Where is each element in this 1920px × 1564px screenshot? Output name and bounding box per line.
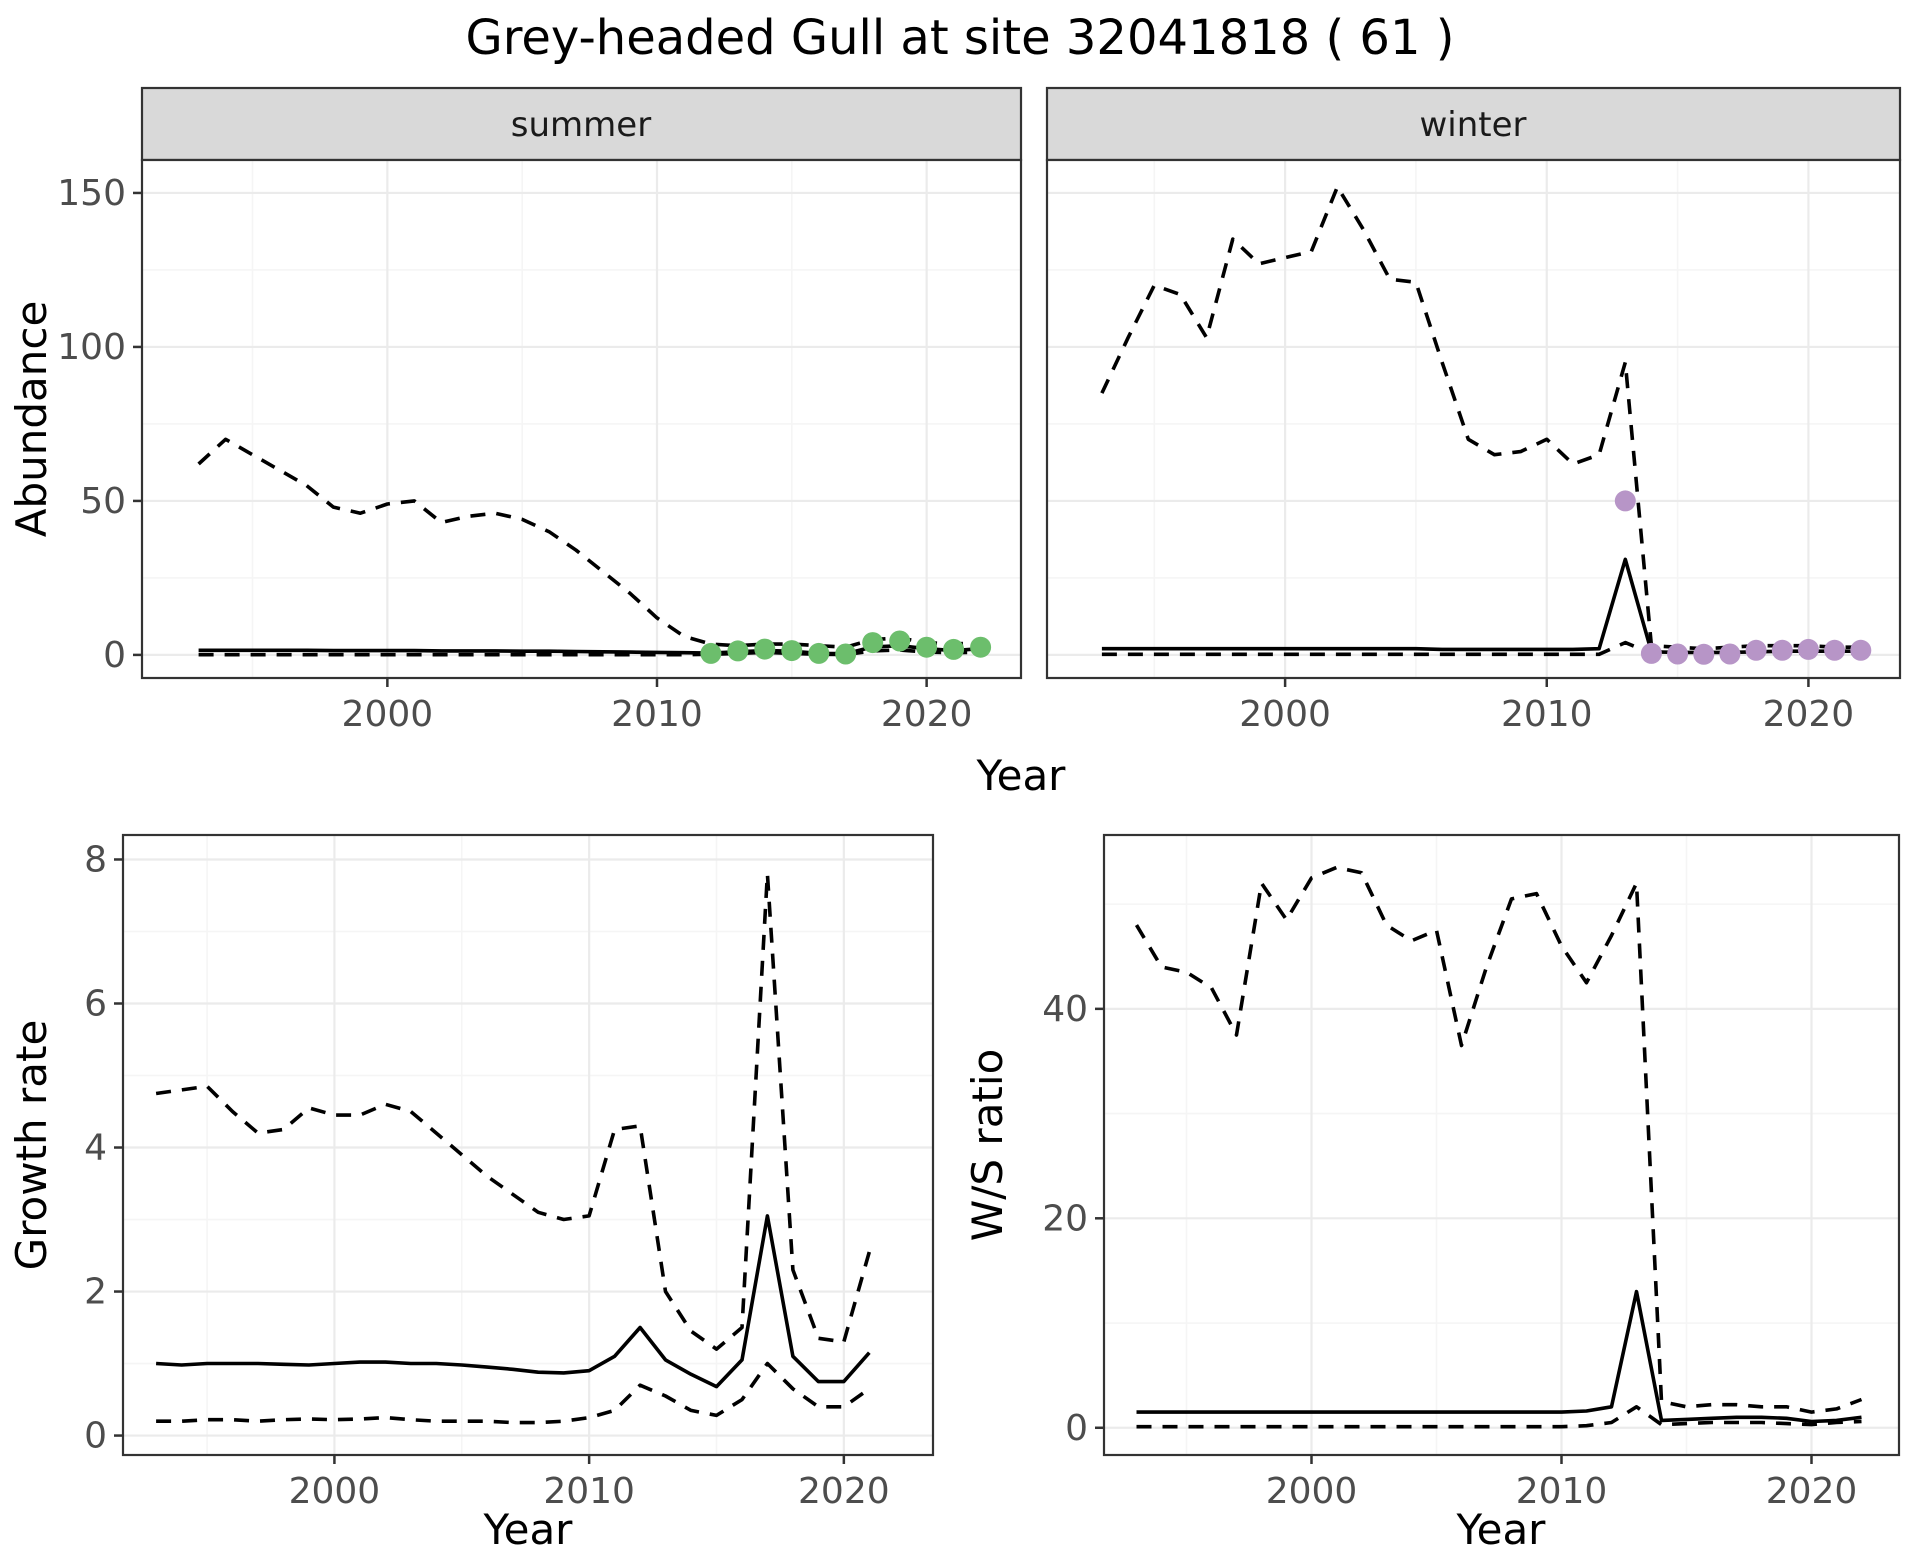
y-tick-label: 150: [57, 173, 126, 214]
panel-abundance-summer: 2000 2010 2020 0 50 100 150: [57, 158, 1023, 735]
data-point: [1797, 638, 1819, 660]
abundance-axis-title: Abundance: [7, 301, 56, 538]
x-tick-label: 2020: [1763, 694, 1855, 735]
x-tick-label: 2000: [1239, 694, 1331, 735]
panel-growth-rate: 2000 2010 2020 0 2 4 6 8: [84, 833, 935, 1512]
x-tick-label: 2010: [611, 694, 703, 735]
x-tick-label: 2020: [798, 1471, 890, 1512]
data-point: [835, 643, 857, 665]
facet-strip-summer-label: summer: [511, 105, 651, 145]
data-point: [862, 632, 884, 654]
ws-year-axis-title: Year: [1456, 1505, 1547, 1554]
panel-border: [1102, 833, 1901, 1457]
series-median: [1136, 1289, 1862, 1424]
panel-abundance-winter: 2000 2010 2020: [1045, 158, 1902, 735]
series-upper-ci: [1134, 865, 1863, 1414]
panel-background: [1047, 160, 1900, 678]
panel-background: [142, 160, 1021, 678]
x-tick-label: 2020: [1766, 1471, 1858, 1512]
data-point: [970, 636, 992, 658]
top-year-axis-title: Year: [976, 751, 1067, 800]
data-point: [727, 640, 749, 662]
data-point: [1640, 642, 1662, 664]
y-tick-label: 0: [1065, 1408, 1088, 1449]
x-tick-label: 2000: [289, 1471, 381, 1512]
data-point: [1824, 639, 1846, 661]
y-tick-label: 6: [84, 984, 107, 1025]
series-median: [155, 1214, 871, 1389]
panel-border: [140, 158, 1023, 680]
chart-title: Grey-headed Gull at site 32041818 ( 61 ): [466, 10, 1455, 66]
y-tick-label: 2: [84, 1272, 107, 1313]
x-tick-label: 2010: [1501, 694, 1593, 735]
facet-strip-winter-label: winter: [1419, 105, 1526, 145]
facet-strip-winter: [1045, 86, 1902, 162]
data-point: [889, 630, 911, 652]
data-point: [754, 638, 776, 660]
panel-border: [1045, 158, 1902, 680]
y-tick-label: 0: [103, 635, 126, 676]
x-tick-label: 2000: [342, 694, 434, 735]
panel-ws-ratio: 2000 2010 2020 0 20 40: [1042, 833, 1901, 1512]
data-point: [1719, 643, 1741, 665]
data-point: [781, 640, 803, 662]
y-tick-label: 4: [84, 1128, 107, 1169]
data-point: [1745, 639, 1767, 661]
data-point: [808, 642, 830, 664]
growth-year-axis-title: Year: [483, 1505, 574, 1554]
y-tick-label: 8: [84, 839, 107, 880]
data-point: [1771, 639, 1793, 661]
data-point: [916, 636, 938, 658]
data-point: [1667, 643, 1689, 665]
data-point: [1614, 490, 1636, 512]
data-point: [1693, 643, 1715, 665]
x-tick-label: 2010: [543, 1471, 635, 1512]
data-point: [700, 642, 722, 664]
ws-ratio-axis-title: W/S ratio: [963, 1049, 1012, 1242]
panel-border: [121, 833, 935, 1457]
y-tick-label: 50: [80, 481, 126, 522]
data-point: [943, 638, 965, 660]
growth-rate-axis-title: Growth rate: [7, 1020, 56, 1271]
data-point: [1850, 639, 1872, 661]
x-tick-label: 2000: [1266, 1471, 1358, 1512]
facet-strip-summer: [140, 86, 1023, 162]
panel-background: [1104, 835, 1899, 1455]
panel-background: [123, 835, 933, 1455]
y-tick-label: 40: [1042, 989, 1088, 1030]
y-tick-label: 20: [1042, 1198, 1088, 1239]
x-tick-label: 2020: [881, 694, 973, 735]
series-upper-ci: [155, 872, 872, 1351]
y-tick-label: 0: [84, 1416, 107, 1457]
x-tick-label: 2010: [1516, 1471, 1608, 1512]
y-tick-label: 100: [57, 327, 126, 368]
